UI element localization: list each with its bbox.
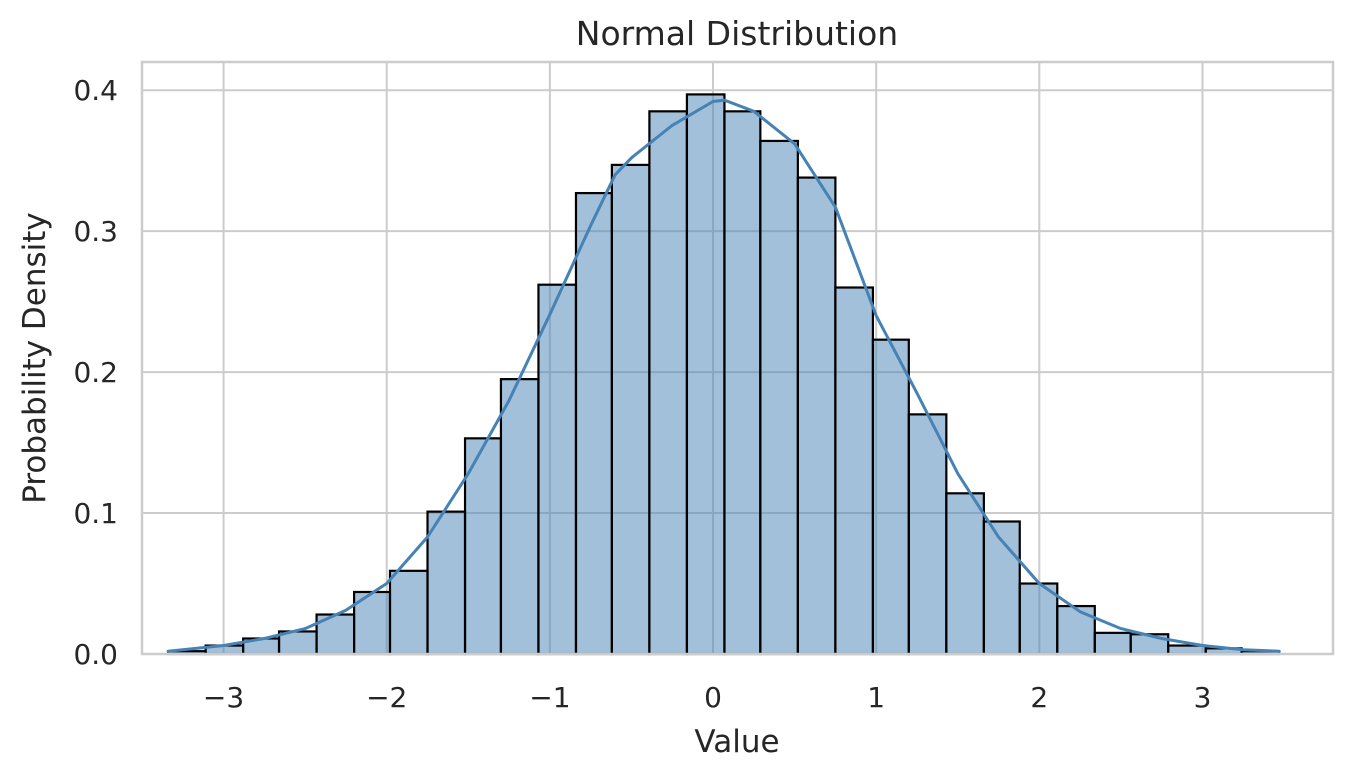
y-tick-label: 0.2 — [73, 356, 118, 389]
y-tick-label: 0.3 — [73, 215, 118, 248]
kde-curve — [166, 98, 1281, 653]
histogram-bar — [871, 338, 910, 656]
histogram-bar — [1018, 582, 1059, 656]
y-axis-title: Probability Density — [17, 212, 53, 504]
histogram-bar — [537, 283, 578, 656]
histogram-bar — [907, 413, 948, 656]
y-tick-label: 0.4 — [73, 74, 118, 107]
chart-title: Normal Distribution — [576, 14, 898, 53]
x-tick-label: −3 — [203, 681, 244, 714]
histogram-bar — [685, 93, 726, 656]
histogram-bar — [388, 569, 429, 656]
x-tick-label: 1 — [867, 681, 885, 714]
histogram-bar — [426, 510, 467, 656]
x-axis-title: Value — [694, 724, 779, 760]
x-tick-label: 0 — [704, 681, 722, 714]
histogram-bar — [945, 492, 985, 656]
y-axis-ticks: 0.0 0.1 0.2 0.3 0.4 — [73, 74, 118, 671]
x-tick-label: −1 — [529, 681, 570, 714]
histogram-bar — [1167, 644, 1207, 656]
y-tick-label: 0.1 — [73, 497, 118, 530]
x-tick-label: 3 — [1194, 681, 1212, 714]
x-tick-label: −2 — [366, 681, 407, 714]
histogram-bar — [796, 176, 837, 656]
histogram-bar — [499, 378, 540, 656]
x-tick-label: 2 — [1030, 681, 1048, 714]
histogram-bar — [1056, 604, 1096, 656]
histogram-bar — [834, 286, 875, 656]
histogram-bar — [574, 191, 613, 656]
histogram-bar — [648, 110, 689, 656]
x-axis-ticks: −3 −2 −1 0 1 2 3 — [203, 681, 1211, 714]
plot-frame — [140, 60, 1335, 656]
histogram-bar — [1093, 631, 1132, 656]
y-tick-label: 0.0 — [73, 638, 118, 671]
histogram-bar — [759, 139, 799, 656]
histogram-bar — [723, 110, 762, 656]
histogram-bar — [610, 163, 651, 656]
histogram-bar — [982, 520, 1021, 656]
